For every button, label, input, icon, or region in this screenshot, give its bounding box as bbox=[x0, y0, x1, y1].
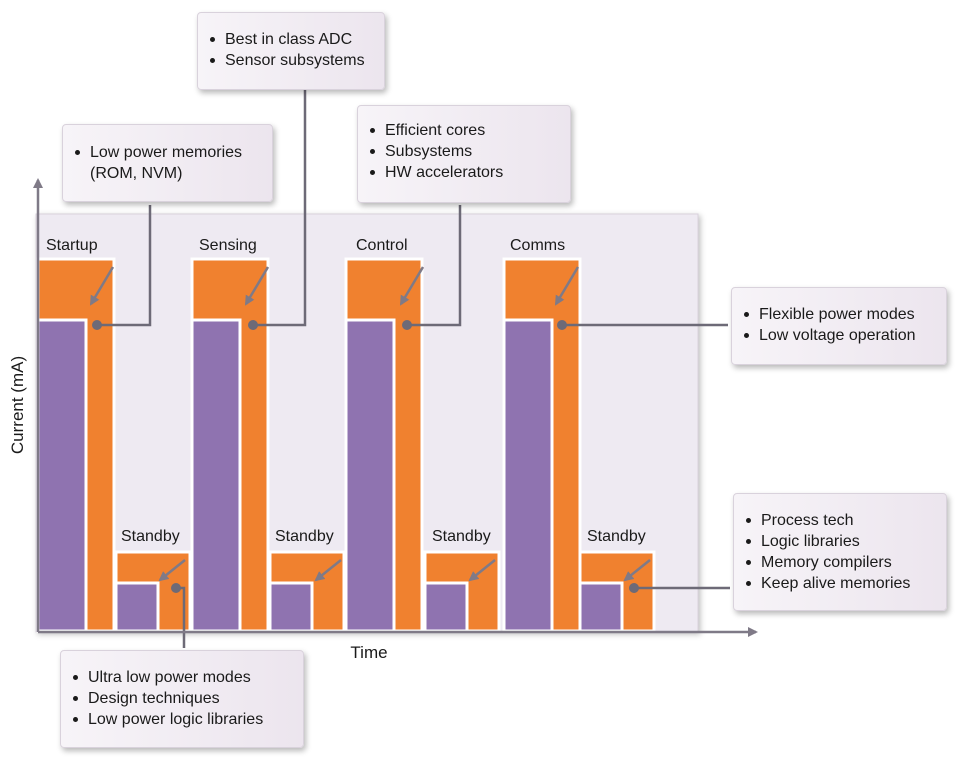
axes bbox=[33, 178, 758, 637]
bar-control-base bbox=[344, 318, 396, 633]
callout-item: Low power logic libraries bbox=[71, 709, 293, 730]
connector-cores bbox=[407, 205, 462, 327]
callout-item: Logic libraries bbox=[744, 531, 936, 552]
pointer-arrow-control bbox=[399, 266, 425, 306]
connector-adc bbox=[253, 88, 307, 327]
callout-process: Process tech Logic libraries Memory comp… bbox=[733, 493, 947, 611]
callout-item: HW accelerators bbox=[368, 162, 560, 183]
callout-item: Design techniques bbox=[71, 688, 293, 709]
connector-dot bbox=[171, 583, 181, 593]
callout-item: Keep alive memories bbox=[744, 573, 936, 594]
connector-dot bbox=[629, 583, 639, 593]
phase-label-standby-4: Standby bbox=[587, 528, 646, 545]
callout-item: Subsystems bbox=[368, 141, 560, 162]
callout-ultra: Ultra low power modes Design techniques … bbox=[60, 650, 304, 748]
bar-standby-base bbox=[268, 581, 314, 633]
callout-item: Best in class ADC bbox=[208, 29, 374, 50]
pointer-arrow-standby-4 bbox=[623, 559, 651, 582]
x-axis-label: Time bbox=[350, 643, 387, 662]
callout-item: Ultra low power modes bbox=[71, 667, 293, 688]
connector-dot bbox=[92, 320, 102, 330]
callout-memories: Low power memories (ROM, NVM) bbox=[62, 124, 273, 202]
phase-labels: Startup Standby Sensing Standby Control … bbox=[46, 237, 646, 545]
callout-item: Memory compilers bbox=[744, 552, 936, 573]
phase-bars bbox=[36, 257, 656, 633]
callout-item-continuation: (ROM, NVM) bbox=[90, 165, 183, 182]
callout-item: Flexible power modes bbox=[742, 304, 936, 325]
pointer-arrow-comms bbox=[554, 266, 580, 306]
phase-label-standby-3: Standby bbox=[432, 528, 491, 545]
callout-item: Low voltage operation bbox=[742, 325, 936, 346]
bar-standby-base bbox=[423, 581, 469, 633]
phase-label-comms: Comms bbox=[510, 237, 565, 254]
connector-dot bbox=[557, 320, 567, 330]
pointer-arrows bbox=[89, 266, 651, 582]
callout-adc: Best in class ADC Sensor subsystems bbox=[197, 12, 385, 90]
connector-lines bbox=[97, 88, 730, 648]
callout-power-modes: Flexible power modes Low voltage operati… bbox=[731, 287, 947, 365]
bar-standby-base bbox=[114, 581, 160, 633]
bar-sensing-base bbox=[190, 318, 242, 633]
pointer-arrow-standby-2 bbox=[314, 559, 342, 582]
pointer-arrow-standby-1 bbox=[158, 559, 186, 582]
callout-item: Process tech bbox=[744, 510, 936, 531]
phase-label-standby-1: Standby bbox=[121, 528, 180, 545]
phase-label-control: Control bbox=[356, 237, 408, 254]
callout-item: Low power memories bbox=[73, 142, 262, 163]
connector-dot bbox=[248, 320, 258, 330]
pointer-arrow-startup bbox=[89, 266, 115, 306]
connector-memories bbox=[97, 205, 152, 327]
pointer-arrow-standby-3 bbox=[468, 559, 496, 582]
bar-comms-base bbox=[502, 318, 554, 633]
pointer-arrow-sensing bbox=[244, 266, 270, 306]
connector-dot bbox=[402, 320, 412, 330]
y-axis-label: Current (mA) bbox=[8, 356, 27, 454]
connector-dots bbox=[92, 320, 639, 593]
phase-label-standby-2: Standby bbox=[275, 528, 334, 545]
phase-label-startup: Startup bbox=[46, 237, 98, 254]
callout-cores: Efficient cores Subsystems HW accelerato… bbox=[357, 105, 571, 203]
callout-item: Efficient cores bbox=[368, 120, 560, 141]
phase-label-sensing: Sensing bbox=[199, 237, 257, 254]
bar-startup-base bbox=[36, 318, 88, 633]
callout-item: Sensor subsystems bbox=[208, 50, 374, 71]
bar-standby-base bbox=[578, 581, 624, 633]
